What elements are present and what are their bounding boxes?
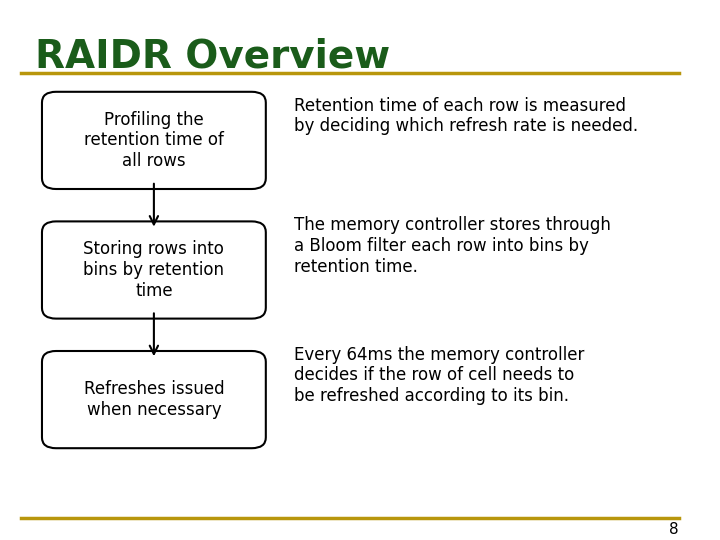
Text: The memory controller stores through
a Bloom filter each row into bins by
retent: The memory controller stores through a B…: [294, 216, 611, 275]
Text: Retention time of each row is measured
by deciding which refresh rate is needed.: Retention time of each row is measured b…: [294, 97, 638, 136]
FancyBboxPatch shape: [42, 351, 266, 448]
Text: Every 64ms the memory controller
decides if the row of cell needs to
be refreshe: Every 64ms the memory controller decides…: [294, 346, 584, 405]
Text: Refreshes issued
when necessary: Refreshes issued when necessary: [84, 380, 224, 419]
FancyBboxPatch shape: [42, 221, 266, 319]
Text: RAIDR Overview: RAIDR Overview: [35, 38, 390, 76]
FancyBboxPatch shape: [42, 92, 266, 189]
Text: 8: 8: [669, 522, 678, 537]
Text: Storing rows into
bins by retention
time: Storing rows into bins by retention time: [84, 240, 225, 300]
Text: Profiling the
retention time of
all rows: Profiling the retention time of all rows: [84, 111, 224, 170]
